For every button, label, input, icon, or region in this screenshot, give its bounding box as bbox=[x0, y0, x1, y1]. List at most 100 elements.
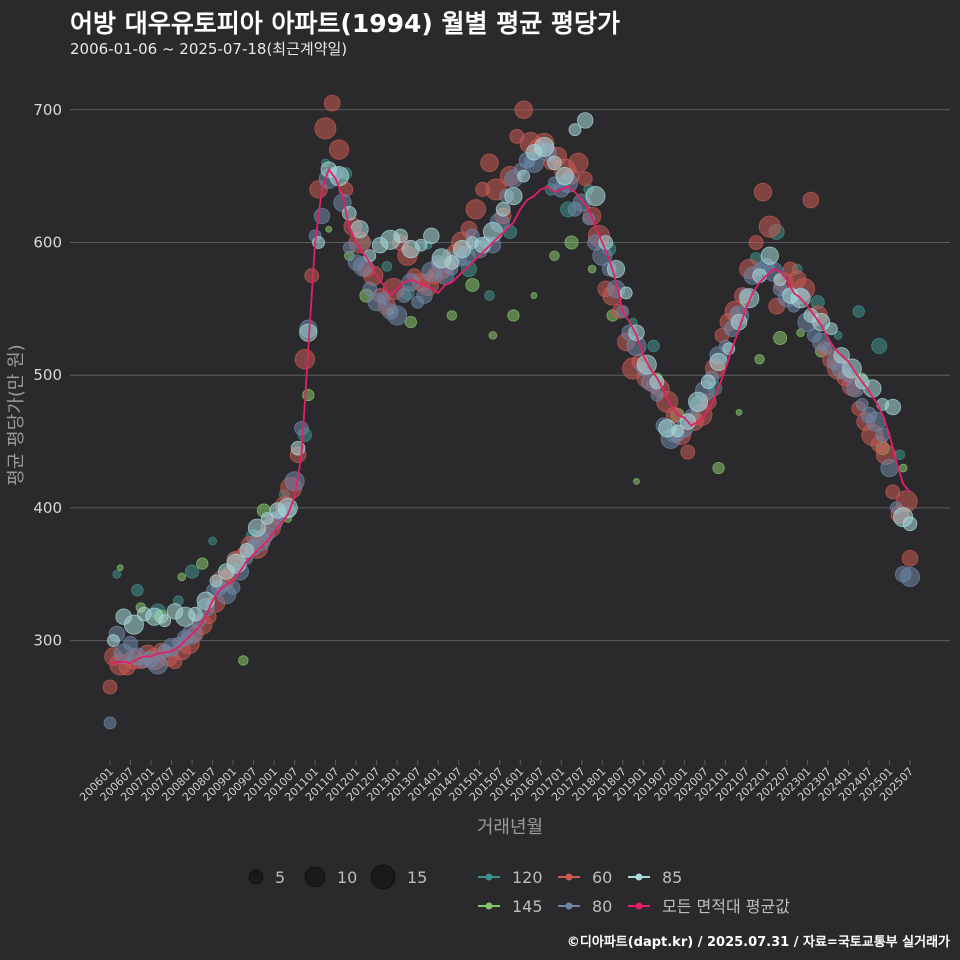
point-80 bbox=[396, 288, 412, 303]
point-85 bbox=[517, 169, 531, 183]
point-85 bbox=[824, 322, 838, 336]
point-60 bbox=[480, 153, 499, 173]
caption: ©디아파트(dapt.kr) / 2025.07.31 / 자료=국토교통부 실… bbox=[566, 935, 950, 950]
point-85 bbox=[752, 268, 767, 283]
point-120 bbox=[852, 305, 865, 318]
point-85 bbox=[209, 574, 223, 588]
point-85 bbox=[577, 112, 594, 129]
series-legend-label: 60 bbox=[592, 868, 612, 887]
series-legend-label: 80 bbox=[592, 897, 612, 916]
point-85 bbox=[568, 123, 582, 137]
point-60 bbox=[304, 268, 320, 284]
point-85 bbox=[884, 398, 902, 416]
point-85 bbox=[188, 606, 203, 622]
point-85 bbox=[700, 374, 716, 390]
point-85 bbox=[671, 424, 684, 438]
point-85 bbox=[444, 255, 460, 270]
point-120 bbox=[131, 583, 144, 597]
point-60 bbox=[748, 235, 764, 250]
point-145 bbox=[773, 331, 788, 346]
point-60 bbox=[328, 139, 350, 160]
point-85 bbox=[226, 553, 247, 574]
point-80 bbox=[294, 420, 309, 436]
y-tick-label: 700 bbox=[33, 101, 62, 119]
point-120 bbox=[833, 330, 843, 340]
series-legend-label: 85 bbox=[662, 868, 682, 887]
point-60 bbox=[577, 171, 593, 187]
size-legend-label: 15 bbox=[407, 868, 427, 887]
series-legend-label: 모든 면적대 평균값 bbox=[662, 897, 790, 916]
point-60 bbox=[758, 215, 781, 238]
point-85 bbox=[636, 354, 657, 375]
point-85 bbox=[504, 186, 523, 206]
point-60 bbox=[901, 550, 919, 567]
point-85 bbox=[123, 614, 144, 635]
point-85 bbox=[414, 238, 428, 252]
point-145 bbox=[530, 292, 538, 299]
point-85 bbox=[739, 288, 760, 309]
grid-layer bbox=[70, 109, 950, 642]
point-80 bbox=[387, 305, 408, 326]
point-80 bbox=[377, 291, 390, 305]
point-145 bbox=[587, 264, 597, 274]
point-120 bbox=[647, 339, 660, 353]
point-145 bbox=[735, 408, 743, 416]
point-80 bbox=[147, 654, 168, 675]
point-85 bbox=[688, 391, 709, 412]
point-145 bbox=[238, 655, 249, 666]
point-85 bbox=[619, 286, 633, 300]
point-80 bbox=[650, 388, 664, 402]
point-80 bbox=[103, 716, 117, 730]
point-80 bbox=[313, 207, 331, 225]
point-85 bbox=[585, 186, 606, 207]
point-85 bbox=[247, 518, 267, 537]
series-legend-dot bbox=[635, 873, 643, 881]
average-line bbox=[109, 167, 911, 666]
point-80 bbox=[855, 397, 869, 411]
point-80 bbox=[342, 241, 356, 255]
point-80 bbox=[416, 287, 433, 304]
point-60 bbox=[465, 199, 486, 220]
size-legend-dot bbox=[370, 864, 396, 890]
point-60 bbox=[294, 349, 315, 370]
point-145 bbox=[633, 477, 640, 485]
y-axis-title: 평균 평당가(만 원) bbox=[6, 344, 27, 485]
y-tick-label: 300 bbox=[33, 632, 62, 650]
point-85 bbox=[709, 352, 728, 372]
size-legend-dot bbox=[304, 866, 326, 888]
series-legend-dot bbox=[565, 902, 573, 910]
x-axis-title: 거래년월 bbox=[477, 817, 543, 838]
point-85 bbox=[260, 512, 274, 525]
point-145 bbox=[465, 277, 480, 292]
point-85 bbox=[495, 202, 511, 217]
point-145 bbox=[712, 461, 725, 475]
point-85 bbox=[534, 136, 555, 157]
point-120 bbox=[484, 290, 495, 301]
point-85 bbox=[760, 246, 779, 265]
legend-layer: 5 10 15 120 60 85 145 80 모든 면적대 평균값 bbox=[248, 864, 790, 916]
line-layer bbox=[109, 167, 911, 666]
point-80 bbox=[123, 635, 138, 651]
point-120 bbox=[112, 569, 122, 579]
point-60 bbox=[802, 191, 820, 209]
series-legend-dot bbox=[565, 873, 573, 881]
point-145 bbox=[446, 310, 458, 321]
series-legend-dot bbox=[635, 902, 643, 910]
point-85 bbox=[555, 167, 574, 186]
point-85 bbox=[158, 614, 172, 628]
point-85 bbox=[239, 543, 255, 558]
point-85 bbox=[329, 166, 350, 187]
size-legend-dot bbox=[248, 869, 264, 885]
point-145 bbox=[564, 235, 579, 250]
points-layer bbox=[102, 94, 921, 730]
point-120 bbox=[871, 337, 888, 354]
y-tick-label: 500 bbox=[33, 366, 62, 384]
point-145 bbox=[325, 225, 333, 233]
series-legend-dot bbox=[485, 902, 493, 910]
series-legend-dot bbox=[485, 873, 493, 881]
point-85 bbox=[902, 516, 918, 532]
point-80 bbox=[900, 566, 921, 587]
point-145 bbox=[404, 316, 417, 329]
